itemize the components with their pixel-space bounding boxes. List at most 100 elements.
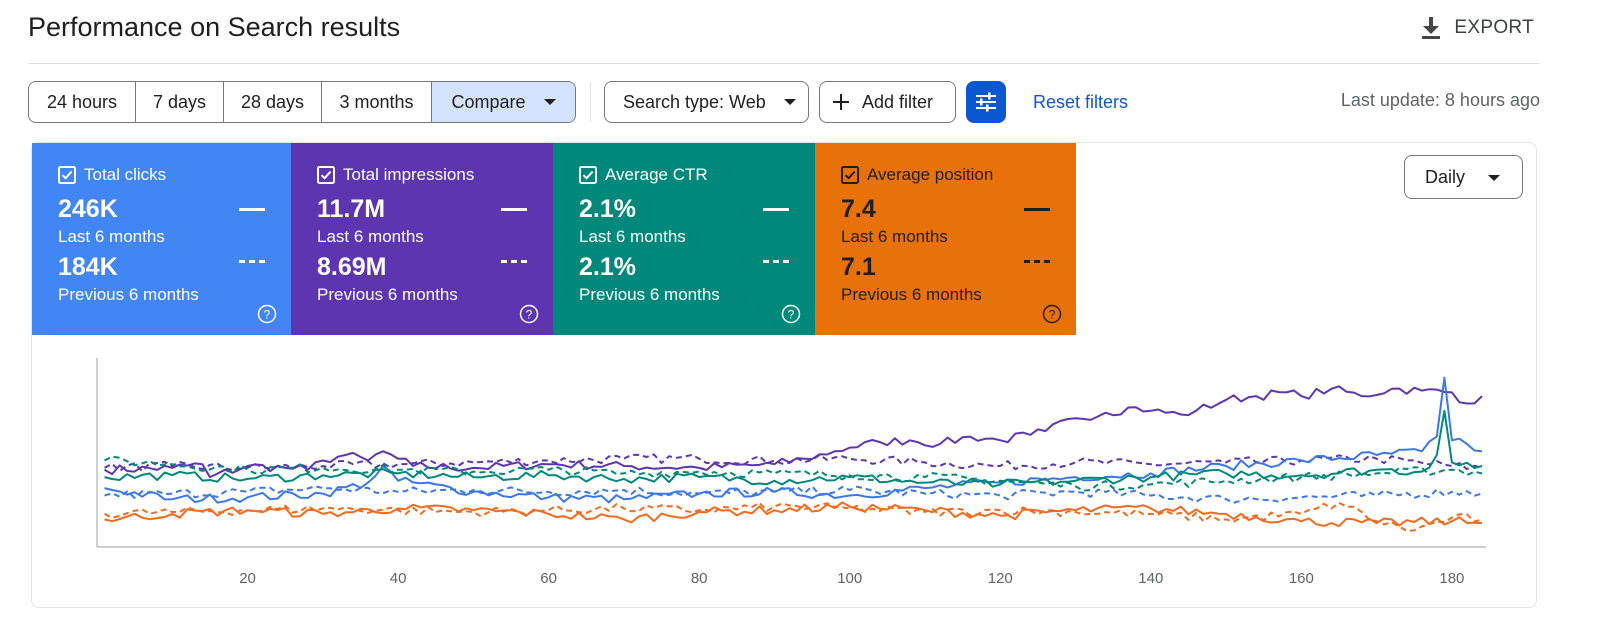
total-clicks-current-series-line xyxy=(104,376,1483,504)
caret-down-icon xyxy=(783,99,796,105)
page-title: Performance on Search results xyxy=(28,12,401,42)
metric-previous-label: Previous 6 months xyxy=(58,285,199,304)
help-circle-icon[interactable]: ? xyxy=(257,304,277,324)
svg-text:?: ? xyxy=(788,307,795,321)
last-update-text: Last update: 8 hours ago xyxy=(1340,90,1540,110)
average-position-current-series-line xyxy=(104,501,1483,528)
add-filter-label: Add filter xyxy=(862,91,934,112)
metric-card-header: Total impressions xyxy=(317,165,474,185)
metric-previous-value: 8.69M xyxy=(317,253,387,281)
metric-current-label: Last 6 months xyxy=(579,227,686,246)
range-label: 24 hours xyxy=(46,91,118,112)
metric-card-average-position[interactable]: Average position 7.4 Last 6 months 7.1 P… xyxy=(815,143,1076,335)
caret-down-icon xyxy=(543,99,556,105)
help-circle-icon[interactable]: ? xyxy=(1042,304,1062,324)
range-label: 7 days xyxy=(152,91,207,112)
solid-line-legend xyxy=(501,208,527,211)
average-position-previous-series-line xyxy=(104,501,1483,532)
metric-card-header: Average position xyxy=(841,165,993,185)
add-filter-button[interactable]: Add filter xyxy=(819,81,956,123)
reset-filters-link[interactable]: Reset filters xyxy=(1033,92,1129,112)
checkbox-checked-icon[interactable] xyxy=(58,166,76,184)
metric-previous-value: 7.1 xyxy=(841,253,876,281)
metric-card-header: Average CTR xyxy=(579,165,708,185)
svg-text:?: ? xyxy=(526,307,533,321)
metric-previous-value: 2.1% xyxy=(579,253,636,281)
solid-line-legend xyxy=(239,208,265,211)
help-circle-icon[interactable]: ? xyxy=(519,304,539,324)
search-type-dropdown[interactable]: Search type: Web xyxy=(604,81,809,123)
average-ctr-previous-series-line xyxy=(104,455,1483,492)
metric-card-average-ctr[interactable]: Average CTR 2.1% Last 6 months 2.1% Prev… xyxy=(553,143,815,335)
range-label: 28 days xyxy=(240,91,305,112)
metric-previous-value: 184K xyxy=(58,253,118,281)
metric-current-value: 11.7M xyxy=(317,195,386,223)
solid-line-legend xyxy=(763,208,789,211)
metric-current-label: Last 6 months xyxy=(58,227,165,246)
metric-cards: Total clicks 246K Last 6 months 184K Pre… xyxy=(32,143,1076,335)
range-label: 3 months xyxy=(339,91,414,112)
toolbar-divider xyxy=(590,82,591,122)
metric-card-total-clicks[interactable]: Total clicks 246K Last 6 months 184K Pre… xyxy=(32,143,291,335)
export-button[interactable]: EXPORT xyxy=(1420,12,1534,44)
granularity-label: Daily xyxy=(1425,166,1466,187)
x-tick-label: 140 xyxy=(1138,570,1163,587)
dashed-line-legend xyxy=(239,260,265,263)
average-ctr-current-series-line xyxy=(104,409,1483,488)
metric-current-value: 2.1% xyxy=(579,195,636,223)
tune-icon xyxy=(976,92,996,112)
date-range-group: 24 hours 7 days 28 days 3 months Compare xyxy=(28,81,576,123)
download-icon xyxy=(1422,17,1441,39)
x-tick-label: 40 xyxy=(390,570,407,587)
total-impressions-current-series-line xyxy=(103,385,1483,479)
dashed-line-legend xyxy=(763,260,789,263)
svg-text:?: ? xyxy=(1049,307,1056,321)
total-clicks-previous-series-line xyxy=(104,485,1483,504)
metric-current-value: 246K xyxy=(58,195,118,223)
range-7-days-button[interactable]: 7 days xyxy=(136,82,224,122)
metric-previous-label: Previous 6 months xyxy=(841,285,982,304)
dashed-line-legend xyxy=(501,260,527,263)
range-24-hours-button[interactable]: 24 hours xyxy=(29,82,136,122)
metric-current-label: Last 6 months xyxy=(841,227,948,246)
filter-toolbar: 24 hours 7 days 28 days 3 months Compare… xyxy=(28,81,1540,123)
page-header: Performance on Search results EXPORT xyxy=(28,10,1540,46)
checkbox-checked-icon[interactable] xyxy=(841,166,859,184)
performance-line-chart: 20 40 60 80 100 120 140 160 180 xyxy=(96,358,1486,587)
range-compare-button[interactable]: Compare xyxy=(432,82,575,122)
metric-previous-label: Previous 6 months xyxy=(317,285,458,304)
checkbox-checked-icon[interactable] xyxy=(317,166,335,184)
x-tick-label: 100 xyxy=(837,570,862,587)
range-label: Compare xyxy=(451,91,526,112)
help-circle-icon[interactable]: ? xyxy=(781,304,801,324)
svg-text:?: ? xyxy=(264,307,271,321)
metric-current-label: Last 6 months xyxy=(317,227,424,246)
metric-card-header: Total clicks xyxy=(58,165,166,185)
metric-name: Total clicks xyxy=(84,165,167,184)
granularity-dropdown[interactable]: Daily xyxy=(1404,155,1523,199)
search-type-label: Search type: Web xyxy=(623,91,766,112)
checkbox-checked-icon[interactable] xyxy=(579,166,597,184)
plus-icon xyxy=(833,94,849,110)
metric-name: Average CTR xyxy=(605,165,708,184)
performance-chart-panel: 20 40 60 80 100 120 140 160 180 xyxy=(31,142,1537,608)
metric-previous-label: Previous 6 months xyxy=(579,285,720,304)
metric-name: Total impressions xyxy=(343,165,475,184)
x-tick-label: 20 xyxy=(239,570,256,587)
x-tick-label: 120 xyxy=(988,570,1013,587)
range-3-months-button[interactable]: 3 months xyxy=(322,82,432,122)
total-impressions-previous-series-line xyxy=(104,453,1483,473)
solid-line-legend xyxy=(1024,208,1050,211)
x-tick-label: 80 xyxy=(691,570,708,587)
header-divider xyxy=(28,63,1540,64)
filter-settings-button[interactable] xyxy=(966,81,1006,123)
caret-down-icon xyxy=(1488,175,1500,181)
dashed-line-legend xyxy=(1024,260,1050,263)
x-tick-label: 180 xyxy=(1439,570,1464,587)
export-label: EXPORT xyxy=(1454,17,1534,38)
metric-card-total-impressions[interactable]: Total impressions 11.7M Last 6 months 8.… xyxy=(291,143,553,335)
range-28-days-button[interactable]: 28 days xyxy=(224,82,322,122)
metric-current-value: 7.4 xyxy=(841,195,876,223)
x-tick-label: 60 xyxy=(540,570,557,587)
x-tick-label: 160 xyxy=(1289,570,1314,587)
